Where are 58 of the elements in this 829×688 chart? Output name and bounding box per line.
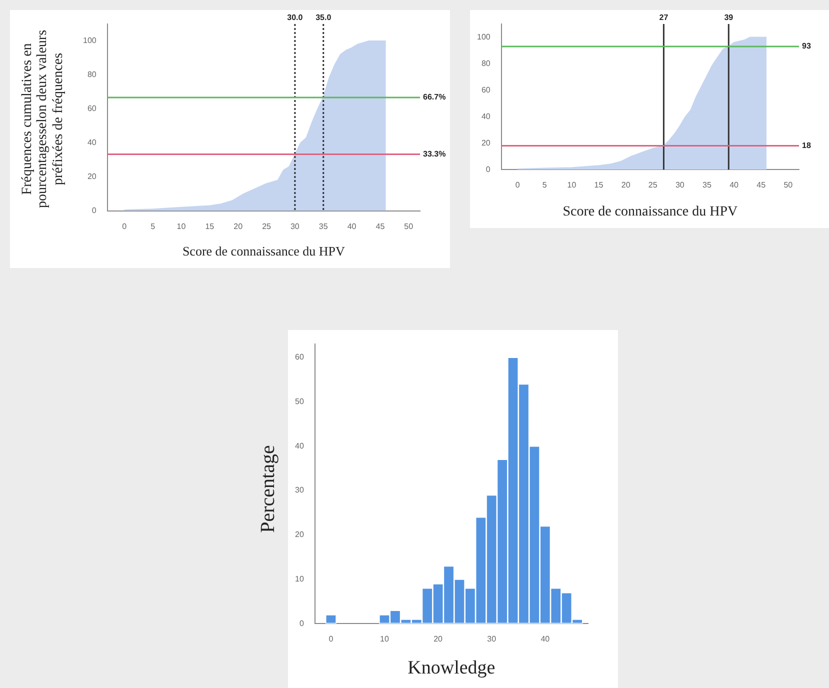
- ref-line-label: 27: [659, 13, 669, 22]
- x-tick-label: 35: [318, 222, 328, 231]
- x-tick-label: 15: [594, 180, 604, 190]
- ref-line-label: 39: [724, 13, 734, 22]
- x-axis-title: Score de connaissance du HPV: [182, 244, 346, 259]
- y-tick-label: 0: [486, 164, 491, 174]
- ref-line-label: 35.0: [316, 13, 332, 22]
- x-tick-label: 25: [262, 222, 272, 231]
- x-tick-label: 10: [567, 180, 577, 190]
- y-tick-label: 20: [87, 172, 97, 182]
- y-tick-label: 0: [299, 618, 304, 628]
- x-tick-label: 10: [176, 222, 186, 231]
- y-tick-label: 40: [87, 138, 97, 148]
- x-tick-label: 30: [675, 180, 685, 190]
- ref-line-label: 33.3%: [423, 149, 446, 158]
- x-tick-label: 30: [487, 634, 497, 644]
- ref-line-label: 93: [802, 42, 812, 51]
- y-tick-label: 30: [294, 486, 304, 495]
- ref-line-label: 30.0: [287, 13, 304, 22]
- y-tick-label: 50: [294, 396, 304, 406]
- x-axis-title: Knowledge: [408, 658, 496, 679]
- x-tick-label: 50: [404, 222, 414, 231]
- x-tick-label: 45: [376, 222, 386, 231]
- x-tick-label: 40: [730, 180, 740, 190]
- y-tick-label: 0: [92, 206, 97, 216]
- x-tick-label: 0: [122, 222, 128, 231]
- x-tick-label: 25: [648, 180, 658, 190]
- y-tick-label: 40: [481, 112, 491, 121]
- y-tick-label: 60: [87, 104, 97, 114]
- ref-line-label: 66.7%: [423, 92, 446, 102]
- x-tick-label: 5: [542, 180, 548, 190]
- y-tick-label: 60: [294, 352, 304, 362]
- x-tick-label: 20: [434, 634, 444, 644]
- x-axis-title: Score de connaissance du HPV: [562, 204, 738, 220]
- x-tick-label: 0: [515, 180, 520, 190]
- y-tick-label: 100: [476, 32, 491, 42]
- x-tick-label: 20: [621, 180, 631, 190]
- x-tick-label: 40: [540, 634, 550, 644]
- x-tick-label: 35: [702, 180, 712, 190]
- x-tick-label: 20: [234, 222, 244, 231]
- y-tick-label: 20: [294, 530, 304, 540]
- y-tick-label: 80: [481, 58, 491, 68]
- x-tick-label: 45: [756, 180, 766, 190]
- y-tick-label: 10: [294, 574, 304, 584]
- y-axis-title: Fréquences cumulatives en pourcentagesselon deux valeurs préfixées de fréquences: [20, 28, 66, 210]
- ref-line-label: 18: [802, 140, 812, 150]
- x-tick-label: 5: [150, 222, 156, 231]
- y-tick-label: 40: [294, 441, 304, 450]
- y-axis-title: Percentage: [257, 444, 279, 535]
- y-tick-label: 100: [82, 36, 97, 46]
- x-tick-label: 40: [347, 222, 357, 231]
- x-tick-label: 50: [784, 180, 794, 190]
- x-tick-label: 0: [328, 634, 334, 644]
- x-tick-label: 15: [205, 222, 215, 231]
- y-tick-label: 20: [481, 138, 491, 148]
- x-tick-label: 10: [380, 634, 390, 644]
- y-tick-label: 60: [481, 85, 491, 94]
- y-tick-label: 80: [87, 70, 97, 80]
